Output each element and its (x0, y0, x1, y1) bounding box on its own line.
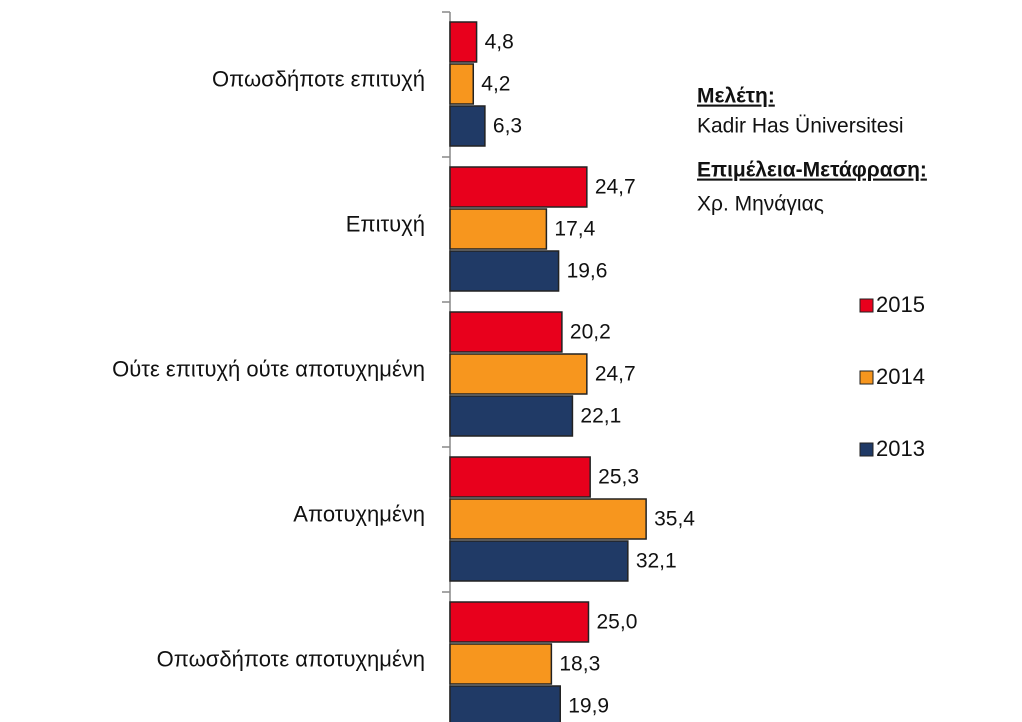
bar (449, 250, 560, 292)
value-label: 32,1 (636, 550, 677, 573)
value-label: 4,8 (485, 31, 514, 54)
legend-label: 2015 (876, 292, 925, 317)
bar (449, 166, 588, 208)
bar (449, 601, 590, 643)
value-label: 19,9 (568, 695, 609, 718)
legend-swatch (859, 298, 874, 313)
value-label: 35,4 (654, 508, 695, 531)
value-label: 18,3 (559, 653, 600, 676)
bar (449, 208, 548, 250)
value-label: 24,7 (595, 363, 636, 386)
annotation: Kadir Has Üniversitesi (697, 115, 904, 138)
value-label: 20,2 (570, 321, 611, 344)
bar (449, 395, 574, 437)
bar (449, 105, 486, 147)
bar (449, 685, 561, 722)
value-label: 25,3 (598, 466, 639, 489)
category-label: Αποτυχημένη (293, 501, 425, 526)
legend-swatch (859, 442, 874, 457)
legend-swatch (859, 370, 874, 385)
value-label: 25,0 (597, 611, 638, 634)
legend-label: 2013 (876, 436, 925, 461)
category-label: Οπωσδήποτε αποτυχημένη (157, 646, 425, 671)
category-label: Ούτε επιτυχή ούτε αποτυχημένη (112, 356, 425, 381)
bar (449, 353, 588, 395)
bar (449, 540, 629, 582)
bar (449, 643, 553, 685)
annotation: Χρ. Μηνάγιας (697, 193, 824, 216)
value-label: 24,7 (595, 176, 636, 199)
bar (449, 456, 591, 498)
bar (449, 311, 563, 353)
category-label: Επιτυχή (346, 211, 425, 236)
value-label: 17,4 (554, 218, 595, 241)
value-label: 22,1 (580, 405, 621, 428)
annotation: Μελέτη: (697, 85, 775, 108)
value-label: 6,3 (493, 115, 522, 138)
value-label: 19,6 (567, 260, 608, 283)
bar (449, 498, 647, 540)
value-label: 4,2 (481, 73, 510, 96)
bar (449, 63, 475, 105)
bar (449, 21, 478, 63)
legend-label: 2014 (876, 364, 925, 389)
category-label: Οπωσδήποτε επιτυχή (212, 66, 425, 91)
annotation: Επιμέλεια-Μετάφραση: (697, 159, 927, 182)
